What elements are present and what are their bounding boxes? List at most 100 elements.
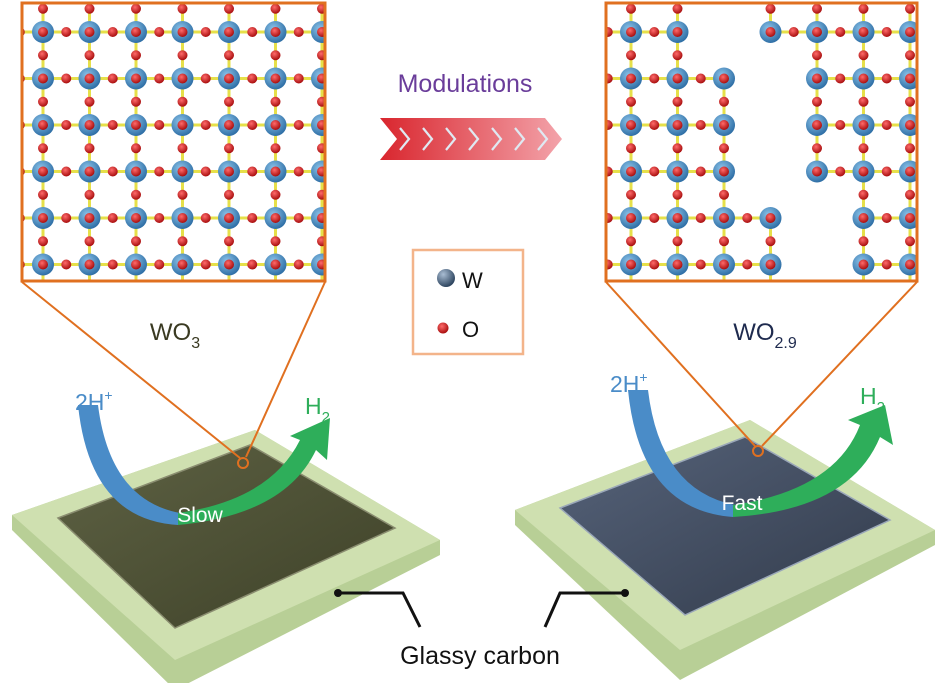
oxygen-atom (672, 236, 683, 247)
oxygen-atom (858, 27, 869, 37)
oxygen-atom (85, 283, 95, 293)
oxygen-atom (928, 260, 938, 270)
oxygen-atom (905, 96, 915, 107)
oxygen-atom (84, 73, 95, 84)
oxygen-atom (905, 259, 915, 270)
oxygen-atom (154, 166, 165, 177)
oxygen-atom (626, 329, 636, 339)
oxygen-atom (672, 166, 683, 177)
wo3-product-label: H2 (305, 393, 330, 426)
oxygen-atom (340, 120, 350, 130)
oxygen-atom (61, 120, 72, 130)
tungsten-atom (574, 254, 596, 276)
oxygen-atom (177, 143, 188, 154)
oxygen-atom (177, 50, 188, 61)
wo29-formula-label: WO2.9 (733, 319, 797, 352)
oxygen-atom (0, 329, 2, 339)
oxygen-atom (271, 306, 281, 316)
oxygen-atom (766, 283, 776, 293)
oxygen-atom (765, 213, 776, 223)
oxygen-atom (200, 259, 211, 270)
oxygen-atom (695, 259, 706, 270)
oxygen-atom (580, 50, 590, 60)
oxygen-atom (201, 306, 211, 316)
tungsten-atom (574, 114, 596, 136)
oxygen-atom (340, 260, 350, 270)
oxygen-atom (0, 27, 2, 37)
oxygen-atom (580, 97, 590, 107)
oxygen-atom (881, 213, 892, 223)
oxygen-atom (84, 189, 95, 200)
tungsten-atom (574, 300, 596, 322)
oxygen-atom (626, 120, 636, 130)
oxygen-atom (905, 189, 915, 200)
oxygen-atom (0, 167, 2, 177)
oxygen-atom (247, 73, 258, 84)
oxygen-atom (247, 306, 257, 316)
oxygen-atom (108, 306, 118, 316)
oxygen-atom (858, 189, 869, 200)
oxygen-atom (154, 73, 165, 84)
oxygen-atom (270, 236, 281, 247)
oxygen-atom (695, 120, 706, 130)
oxygen-atom (812, 50, 822, 61)
oxygen-atom (177, 259, 188, 270)
oxygen-atom (0, 74, 2, 84)
tungsten-atom (574, 68, 596, 90)
oxygen-atom (85, 306, 95, 316)
oxygen-atom (606, 120, 613, 130)
oxygen-atom (905, 27, 915, 37)
tungsten-atom (218, 300, 240, 322)
oxygen-atom (84, 120, 95, 130)
oxygen-atom (38, 236, 48, 247)
oxygen-atom (84, 143, 95, 154)
oxygen-atom (649, 259, 660, 270)
oxygen-atom (131, 120, 141, 130)
oxygen-atom (131, 213, 141, 223)
oxygen-atom (905, 329, 915, 339)
oxygen-atom (38, 259, 48, 270)
oxygen-atom (317, 329, 327, 339)
oxygen-atom (928, 74, 938, 84)
tungsten-atom (79, 300, 101, 322)
oxygen-atom (858, 120, 869, 130)
oxygen-atom (0, 143, 2, 153)
tungsten-atom (574, 207, 596, 229)
oxygen-atom (38, 27, 48, 37)
oxygen-atom (38, 189, 48, 200)
oxygen-atom (859, 306, 869, 316)
oxygen-atom (649, 73, 660, 84)
oxygen-atom (905, 166, 915, 177)
oxygen-atom (293, 73, 304, 84)
oxygen-atom (626, 236, 636, 247)
oxygen-atom (271, 283, 281, 293)
tungsten-atom (713, 300, 735, 322)
oxygen-atom (224, 213, 234, 223)
oxygen-atom (835, 73, 846, 84)
wo3-rate-label: Slow (177, 504, 223, 527)
oxygen-atom (270, 143, 281, 154)
oxygen-atom (177, 96, 188, 107)
oxygen-atom (270, 120, 281, 130)
oxygen-atom (673, 329, 683, 339)
oxygen-atom (812, 96, 822, 107)
oxygen-atom (131, 236, 141, 247)
oxygen-atom (742, 306, 752, 316)
tungsten-atom (0, 300, 8, 322)
oxygen-atom (765, 3, 776, 14)
wo3-reactant-label: 2H+ (75, 387, 113, 415)
oxygen-atom (247, 166, 258, 177)
oxygen-atom (38, 50, 48, 61)
oxygen-atom (672, 189, 683, 200)
oxygen-atom (293, 166, 304, 177)
oxygen-atom (107, 259, 118, 270)
oxygen-atom (626, 189, 636, 200)
oxygen-atom (580, 236, 590, 246)
oxygen-atom (672, 50, 683, 61)
oxygen-atom (38, 213, 48, 223)
wo3-electrode (12, 430, 440, 683)
oxygen-atom (317, 120, 325, 130)
oxygen-atom (626, 283, 636, 293)
oxygen-atom (270, 50, 281, 61)
oxygen-atom (812, 27, 822, 37)
